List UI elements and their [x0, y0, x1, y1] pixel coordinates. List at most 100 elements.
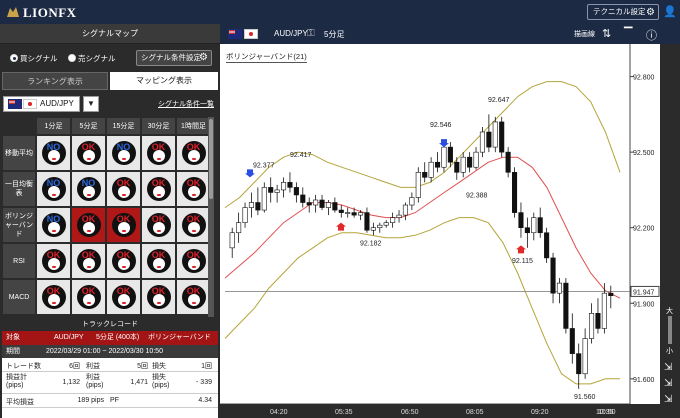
chart-pair-label: AUD/JPY [274, 29, 308, 38]
target-pair: AUD/JPY [54, 334, 84, 341]
buy-signal-arrow [336, 222, 346, 231]
track-record-header: 対象 AUD/JPY 5分足 (400本) ボリンジャーバンド [2, 331, 218, 345]
export-icon[interactable]: ⇲ [664, 362, 673, 373]
current-price-box [630, 285, 660, 297]
key-icon[interactable]: ⚿ [307, 28, 315, 39]
trades-value: 6回 [69, 363, 80, 370]
signal-cell[interactable]: OK [71, 243, 106, 279]
chart-timeframe[interactable]: 5分足 [324, 30, 345, 39]
column-header: 30分足 [141, 117, 176, 135]
pf-value: 4.34 [198, 397, 212, 404]
signal-cell[interactable]: OK [71, 279, 106, 315]
signal-grid: 1分足 5分足 15分足 30分足 1時間足 移動平均 NO OK NO OK OK 一目均衡表 NO N… [2, 117, 216, 317]
radio-sell-signal[interactable]: 売シグナル [68, 53, 116, 64]
signal-face-icon: NO [41, 141, 66, 165]
candle-body [402, 204, 409, 216]
signal-cell[interactable]: OK [106, 207, 141, 243]
radio-sell-label: 売シグナル [78, 54, 116, 63]
signal-cell[interactable]: OK [176, 243, 211, 279]
signal-cell[interactable]: OK [141, 279, 176, 315]
candle-body [383, 222, 389, 226]
signal-face-icon: OK [146, 285, 171, 309]
candle-body [422, 171, 428, 178]
candle-body [313, 199, 319, 206]
signal-cell[interactable]: NO [36, 135, 71, 171]
profit-value: 5回 [137, 363, 148, 370]
signal-status: OK [186, 178, 201, 188]
time-tick-label: 10:35 [596, 409, 614, 416]
avg-value: 189 pips [77, 397, 104, 404]
signal-status: NO [116, 142, 131, 152]
signal-cell[interactable]: NO [36, 207, 71, 243]
australia-flag-icon [8, 99, 22, 109]
zoom-small-label: 小 [666, 348, 673, 355]
info-icon[interactable]: ⓘ [646, 30, 657, 42]
profit-pips-label: 利益 (pips) [86, 374, 104, 389]
profit-label: 利益 [86, 363, 100, 370]
candle-body [390, 217, 396, 223]
signal-status: OK [151, 214, 166, 224]
candle-body [268, 187, 274, 193]
signal-face-icon: OK [41, 249, 66, 273]
signal-status: OK [151, 250, 166, 260]
candle-body [576, 353, 582, 375]
signal-cell[interactable]: OK [106, 243, 141, 279]
track-record-title: トラックレコード [82, 321, 138, 328]
signal-cell[interactable]: OK [141, 135, 176, 171]
signal-condition-label: シグナル条件設定 [141, 53, 201, 62]
paint-roller-icon[interactable]: ▔ [624, 28, 633, 40]
signal-condition-button[interactable]: シグナル条件設定 ⚙ [136, 50, 212, 66]
grid-scrollbar[interactable] [208, 117, 214, 317]
pair-select[interactable]: AUD/JPY [3, 96, 80, 112]
export-icon[interactable]: ⇲ [664, 394, 673, 405]
current-price-label: 91.947 [633, 289, 655, 296]
candle-body [447, 146, 453, 163]
signal-cell[interactable]: OK [176, 171, 211, 207]
export-icon[interactable]: ⇲ [664, 378, 673, 389]
zoom-slider[interactable] [668, 316, 672, 344]
signal-face-icon: OK [181, 177, 206, 201]
condition-list-link[interactable]: シグナル条件一覧 [158, 101, 214, 108]
signal-cell[interactable]: OK [106, 279, 141, 315]
candle-body [287, 182, 293, 188]
candle-body [467, 156, 473, 168]
buy-signal-arrow [516, 245, 526, 254]
technical-settings-button[interactable]: テクニカル設定 ⚙ [587, 4, 659, 20]
signal-cell[interactable]: OK [141, 171, 176, 207]
bollinger-upper-line [224, 81, 621, 209]
gear-icon: ⚙ [646, 7, 655, 18]
signal-face-icon: OK [146, 141, 171, 165]
time-tick-label: 08:05 [466, 409, 484, 416]
draw-line-icon[interactable]: ⇅ [602, 28, 612, 40]
signal-cell[interactable]: OK [176, 207, 211, 243]
signal-cell[interactable]: OK [141, 207, 176, 243]
top-bar: LIONFX テクニカル設定 ⚙ 👤 [0, 0, 680, 24]
signal-cell[interactable]: OK [141, 243, 176, 279]
signal-cell[interactable]: NO [71, 171, 106, 207]
signal-cell[interactable]: OK [176, 279, 211, 315]
signal-cell[interactable]: OK [36, 243, 71, 279]
signal-face-icon: OK [76, 285, 101, 309]
signal-cell[interactable]: NO [36, 171, 71, 207]
candle-body [351, 212, 357, 216]
price-annotation: 91.560 [574, 394, 596, 401]
signal-cell[interactable]: OK [71, 135, 106, 171]
signal-cell[interactable]: OK [106, 171, 141, 207]
signal-status: OK [151, 178, 166, 188]
signal-cell[interactable]: OK [176, 135, 211, 171]
candle-body [377, 224, 383, 229]
chevron-down-icon[interactable]: ▼ [83, 96, 99, 112]
panel-title: シグナルマップ [0, 24, 220, 44]
signal-cell[interactable]: OK [36, 279, 71, 315]
price-chart[interactable]: 92.800 92.500 92.200 91.900 91.600 91.947 92.3… [220, 44, 660, 418]
tab-ranking[interactable]: ランキング表示 [2, 72, 108, 90]
signal-cell[interactable]: OK [71, 207, 106, 243]
candle-body [364, 212, 370, 231]
tab-mapping[interactable]: マッピング表示 [110, 72, 218, 90]
user-icon[interactable]: 👤 [663, 6, 677, 18]
signal-face-icon: OK [181, 285, 206, 309]
price-tick-label: 92.800 [633, 75, 655, 82]
radio-buy-signal[interactable]: 買シグナル [10, 53, 58, 64]
signal-cell[interactable]: NO [106, 135, 141, 171]
candle-body [563, 282, 569, 329]
